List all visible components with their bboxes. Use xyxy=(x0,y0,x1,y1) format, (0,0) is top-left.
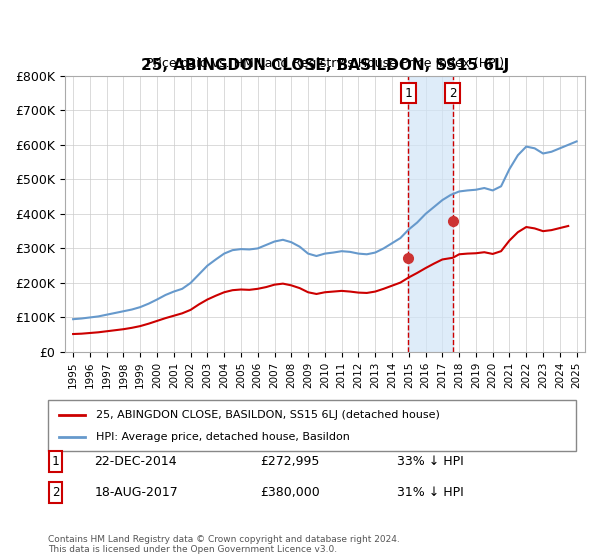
Text: £272,995: £272,995 xyxy=(260,455,320,468)
Text: 1: 1 xyxy=(52,455,59,468)
Text: 1: 1 xyxy=(404,87,412,100)
FancyBboxPatch shape xyxy=(49,482,62,503)
Bar xyxy=(408,76,453,352)
Text: 22-DEC-2014: 22-DEC-2014 xyxy=(94,455,177,468)
Text: 31% ↓ HPI: 31% ↓ HPI xyxy=(397,486,463,499)
FancyBboxPatch shape xyxy=(49,451,62,472)
Title: 25, ABINGDON CLOSE, BASILDON, SS15 6LJ: 25, ABINGDON CLOSE, BASILDON, SS15 6LJ xyxy=(141,58,509,73)
FancyBboxPatch shape xyxy=(48,400,576,451)
Text: 33% ↓ HPI: 33% ↓ HPI xyxy=(397,455,463,468)
Text: HPI: Average price, detached house, Basildon: HPI: Average price, detached house, Basi… xyxy=(95,432,349,442)
Text: £380,000: £380,000 xyxy=(260,486,320,499)
Text: 18-AUG-2017: 18-AUG-2017 xyxy=(94,486,178,499)
Text: 2: 2 xyxy=(449,87,457,100)
Text: Contains HM Land Registry data © Crown copyright and database right 2024.
This d: Contains HM Land Registry data © Crown c… xyxy=(48,535,400,554)
Text: 25, ABINGDON CLOSE, BASILDON, SS15 6LJ (detached house): 25, ABINGDON CLOSE, BASILDON, SS15 6LJ (… xyxy=(95,409,439,419)
Text: 2: 2 xyxy=(52,486,59,499)
Text: Price paid vs. HM Land Registry's House Price Index (HPI): Price paid vs. HM Land Registry's House … xyxy=(146,57,504,71)
